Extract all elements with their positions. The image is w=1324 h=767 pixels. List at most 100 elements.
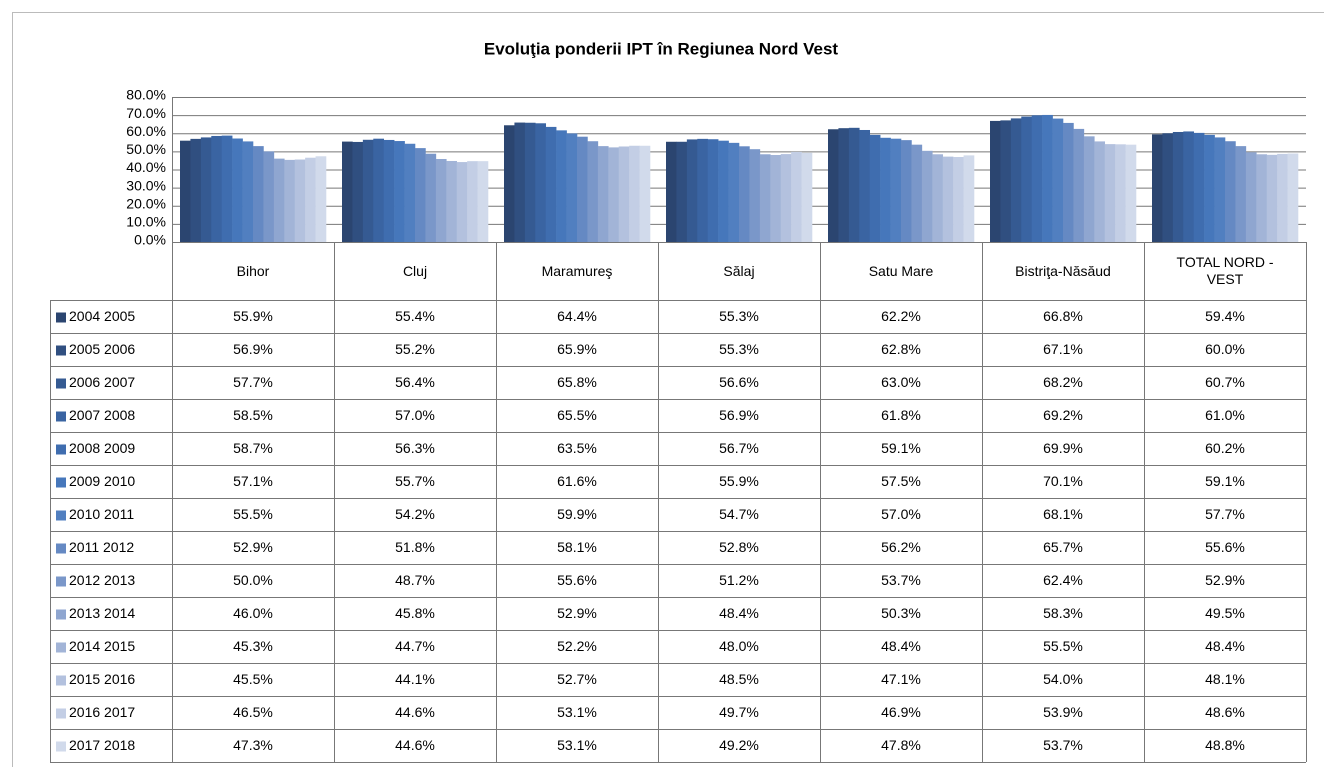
data-label: 68.2% — [1043, 374, 1083, 390]
data-label: 63.5% — [557, 440, 597, 456]
data-label: 58.1% — [557, 539, 597, 555]
legend-label: 2014 2015 — [69, 638, 135, 654]
data-label: 56.2% — [881, 539, 921, 555]
bar — [273, 158, 285, 242]
data-label: 48.4% — [881, 638, 921, 654]
bar — [697, 138, 709, 242]
data-label: 54.7% — [719, 506, 759, 522]
bar — [1094, 141, 1106, 242]
data-label: 55.5% — [233, 506, 273, 522]
bar — [1245, 152, 1257, 242]
bar — [608, 147, 620, 242]
bar — [1193, 132, 1205, 242]
data-label: 58.7% — [233, 440, 273, 456]
data-label: 48.8% — [1205, 737, 1245, 753]
bar — [749, 149, 761, 242]
data-label: 64.4% — [557, 308, 597, 324]
bar — [780, 154, 792, 242]
x-tick-label: Cluj — [340, 242, 490, 300]
bar — [1172, 131, 1184, 242]
bar — [1083, 136, 1095, 242]
bar — [707, 139, 719, 242]
data-label: 65.7% — [1043, 539, 1083, 555]
data-label: 68.1% — [1043, 506, 1083, 522]
data-label: 48.0% — [719, 638, 759, 654]
bar — [524, 122, 536, 242]
legend-label: 2016 2017 — [69, 704, 135, 720]
bar — [342, 141, 353, 242]
bar — [1277, 153, 1288, 242]
data-label: 50.3% — [881, 605, 921, 621]
data-label: 59.9% — [557, 506, 597, 522]
data-label: 52.9% — [233, 539, 273, 555]
data-label: 57.0% — [395, 407, 435, 423]
data-label: 57.5% — [881, 473, 921, 489]
legend-key — [56, 312, 66, 323]
data-label: 59.4% — [1205, 308, 1245, 324]
bar — [577, 136, 588, 242]
bar — [921, 150, 933, 242]
data-label: 56.9% — [233, 341, 273, 357]
legend-key — [56, 411, 66, 422]
legend-label: 2009 2010 — [69, 473, 135, 489]
data-label: 49.7% — [719, 704, 759, 720]
data-label: 50.0% — [233, 572, 273, 588]
data-label: 55.7% — [395, 473, 435, 489]
data-label: 45.8% — [395, 605, 435, 621]
data-label: 49.2% — [719, 737, 759, 753]
data-label: 62.2% — [881, 308, 921, 324]
bar — [1052, 118, 1064, 242]
data-label: 46.0% — [233, 605, 273, 621]
bar — [232, 138, 243, 242]
data-label: 47.3% — [233, 737, 273, 753]
data-label: 53.9% — [1043, 704, 1083, 720]
data-label: 48.6% — [1205, 704, 1245, 720]
bar — [1266, 154, 1278, 242]
legend-label: 2010 2011 — [69, 506, 134, 522]
data-label: 59.1% — [1205, 473, 1245, 489]
bar — [242, 141, 254, 242]
bar — [263, 151, 275, 242]
bar — [467, 161, 478, 242]
data-label: 47.1% — [881, 671, 921, 687]
y-tick-label: 70.0% — [126, 105, 166, 121]
data-label: 55.6% — [557, 572, 597, 588]
bar — [629, 145, 640, 242]
bar — [477, 161, 489, 242]
bar — [911, 144, 923, 242]
legend-label: 2011 2012 — [69, 539, 134, 555]
x-tick-text: TOTAL NORD - VEST — [1176, 254, 1274, 287]
data-label: 56.7% — [719, 440, 759, 456]
x-tick-text: Cluj — [402, 262, 428, 279]
legend-key — [56, 345, 66, 356]
data-label: 58.3% — [1043, 605, 1083, 621]
bar — [791, 151, 802, 242]
legend-label: 2013 2014 — [69, 605, 135, 621]
bar — [801, 152, 813, 242]
bar — [1000, 120, 1012, 242]
bar — [990, 120, 1001, 242]
bar — [1162, 133, 1174, 242]
bar — [1104, 144, 1116, 242]
y-tick-label: 20.0% — [126, 195, 166, 211]
legend-key — [56, 609, 66, 620]
legend-key — [56, 741, 66, 752]
data-label: 65.8% — [557, 374, 597, 390]
data-label: 55.3% — [719, 341, 759, 357]
bar — [373, 138, 385, 242]
data-label: 48.7% — [395, 572, 435, 588]
bar — [1214, 137, 1226, 242]
x-tick-text: Bistriţa-Năsăud — [1015, 262, 1111, 279]
bar — [284, 159, 296, 242]
legend-key — [56, 675, 66, 686]
bar — [435, 158, 447, 242]
bar — [932, 154, 944, 242]
data-label: 55.9% — [233, 308, 273, 324]
bar — [294, 159, 306, 242]
y-tick-label: 40.0% — [126, 159, 166, 175]
x-tick-text: Satu Mare — [868, 262, 934, 279]
legend-key — [56, 378, 66, 389]
data-label: 51.2% — [719, 572, 759, 588]
data-label: 60.7% — [1205, 374, 1245, 390]
